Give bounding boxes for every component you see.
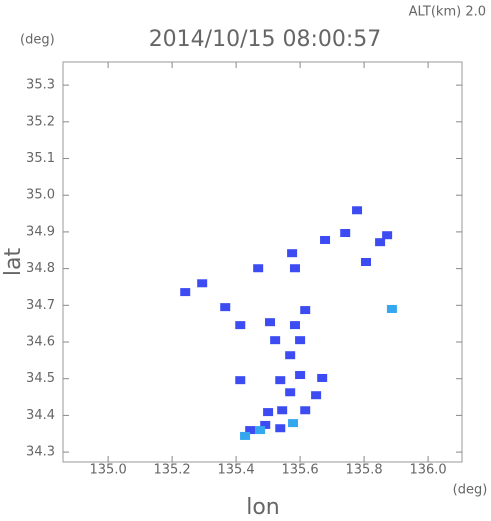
plot-frame [62, 61, 463, 463]
echo-cell [265, 318, 276, 327]
echo-cell [386, 304, 397, 313]
y-tick-label: 34.9 [26, 224, 55, 239]
echo-cell [180, 288, 191, 297]
echo-cell [263, 408, 274, 417]
x-tick-label: 135.2 [153, 463, 190, 478]
y-tick-label: 35.2 [26, 114, 55, 129]
echo-cell [288, 419, 299, 428]
y-tick-label: 34.7 [26, 298, 55, 313]
y-tick-label: 34.8 [26, 261, 55, 276]
echo-cell [240, 431, 251, 440]
echo-cell [270, 336, 281, 345]
echo-cell [375, 238, 386, 247]
x-tick-label: 135.0 [90, 463, 127, 478]
echo-cell [300, 406, 311, 415]
x-tick-label: 136.0 [409, 463, 446, 478]
echo-cell [220, 303, 231, 312]
echo-cell [320, 235, 331, 244]
x-tick-label: 135.4 [217, 463, 254, 478]
y-unit: (deg) [20, 33, 55, 48]
echo-cell [317, 373, 328, 382]
echo-cell [197, 279, 208, 288]
y-tick-label: 35.3 [26, 78, 55, 93]
echo-cell [289, 321, 300, 330]
y-tick-label: 34.5 [26, 371, 55, 386]
x-unit: (deg) [453, 483, 488, 498]
y-axis-label: lat [1, 248, 26, 277]
echo-cell [311, 391, 322, 400]
echo-cell [361, 258, 372, 266]
echo-cell [285, 388, 296, 397]
altitude-label: ALT(km) 2.0 [409, 5, 486, 20]
echo-cell [295, 336, 306, 345]
echo-cell [235, 376, 246, 385]
echo-cell [300, 306, 311, 315]
echo-cell [285, 351, 296, 360]
echo-cell [275, 424, 286, 433]
echo-cell [382, 231, 393, 240]
echo-cell [277, 406, 288, 415]
x-tick-label: 135.8 [345, 463, 382, 478]
echo-cell [352, 206, 363, 215]
y-tick-label: 35.0 [26, 188, 55, 203]
echo-cell [340, 229, 351, 238]
echo-cell [287, 249, 298, 258]
x-tick-label: 135.6 [281, 463, 318, 478]
y-tick-label: 35.1 [26, 151, 55, 166]
y-tick-label: 34.6 [26, 335, 55, 350]
x-axis-label: lon [246, 495, 280, 520]
chart-title: 2014/10/15 08:00:57 [149, 27, 382, 52]
echo-cell [260, 420, 271, 429]
echo-cell [295, 371, 306, 380]
echo-cell [245, 426, 256, 435]
echo-cell [255, 426, 266, 435]
y-tick-label: 34.4 [26, 408, 55, 423]
y-tick-label: 34.3 [26, 445, 55, 460]
echo-cell [289, 264, 300, 273]
echo-cell [253, 264, 264, 273]
echo-cell [275, 376, 286, 385]
echo-cell [235, 321, 246, 330]
